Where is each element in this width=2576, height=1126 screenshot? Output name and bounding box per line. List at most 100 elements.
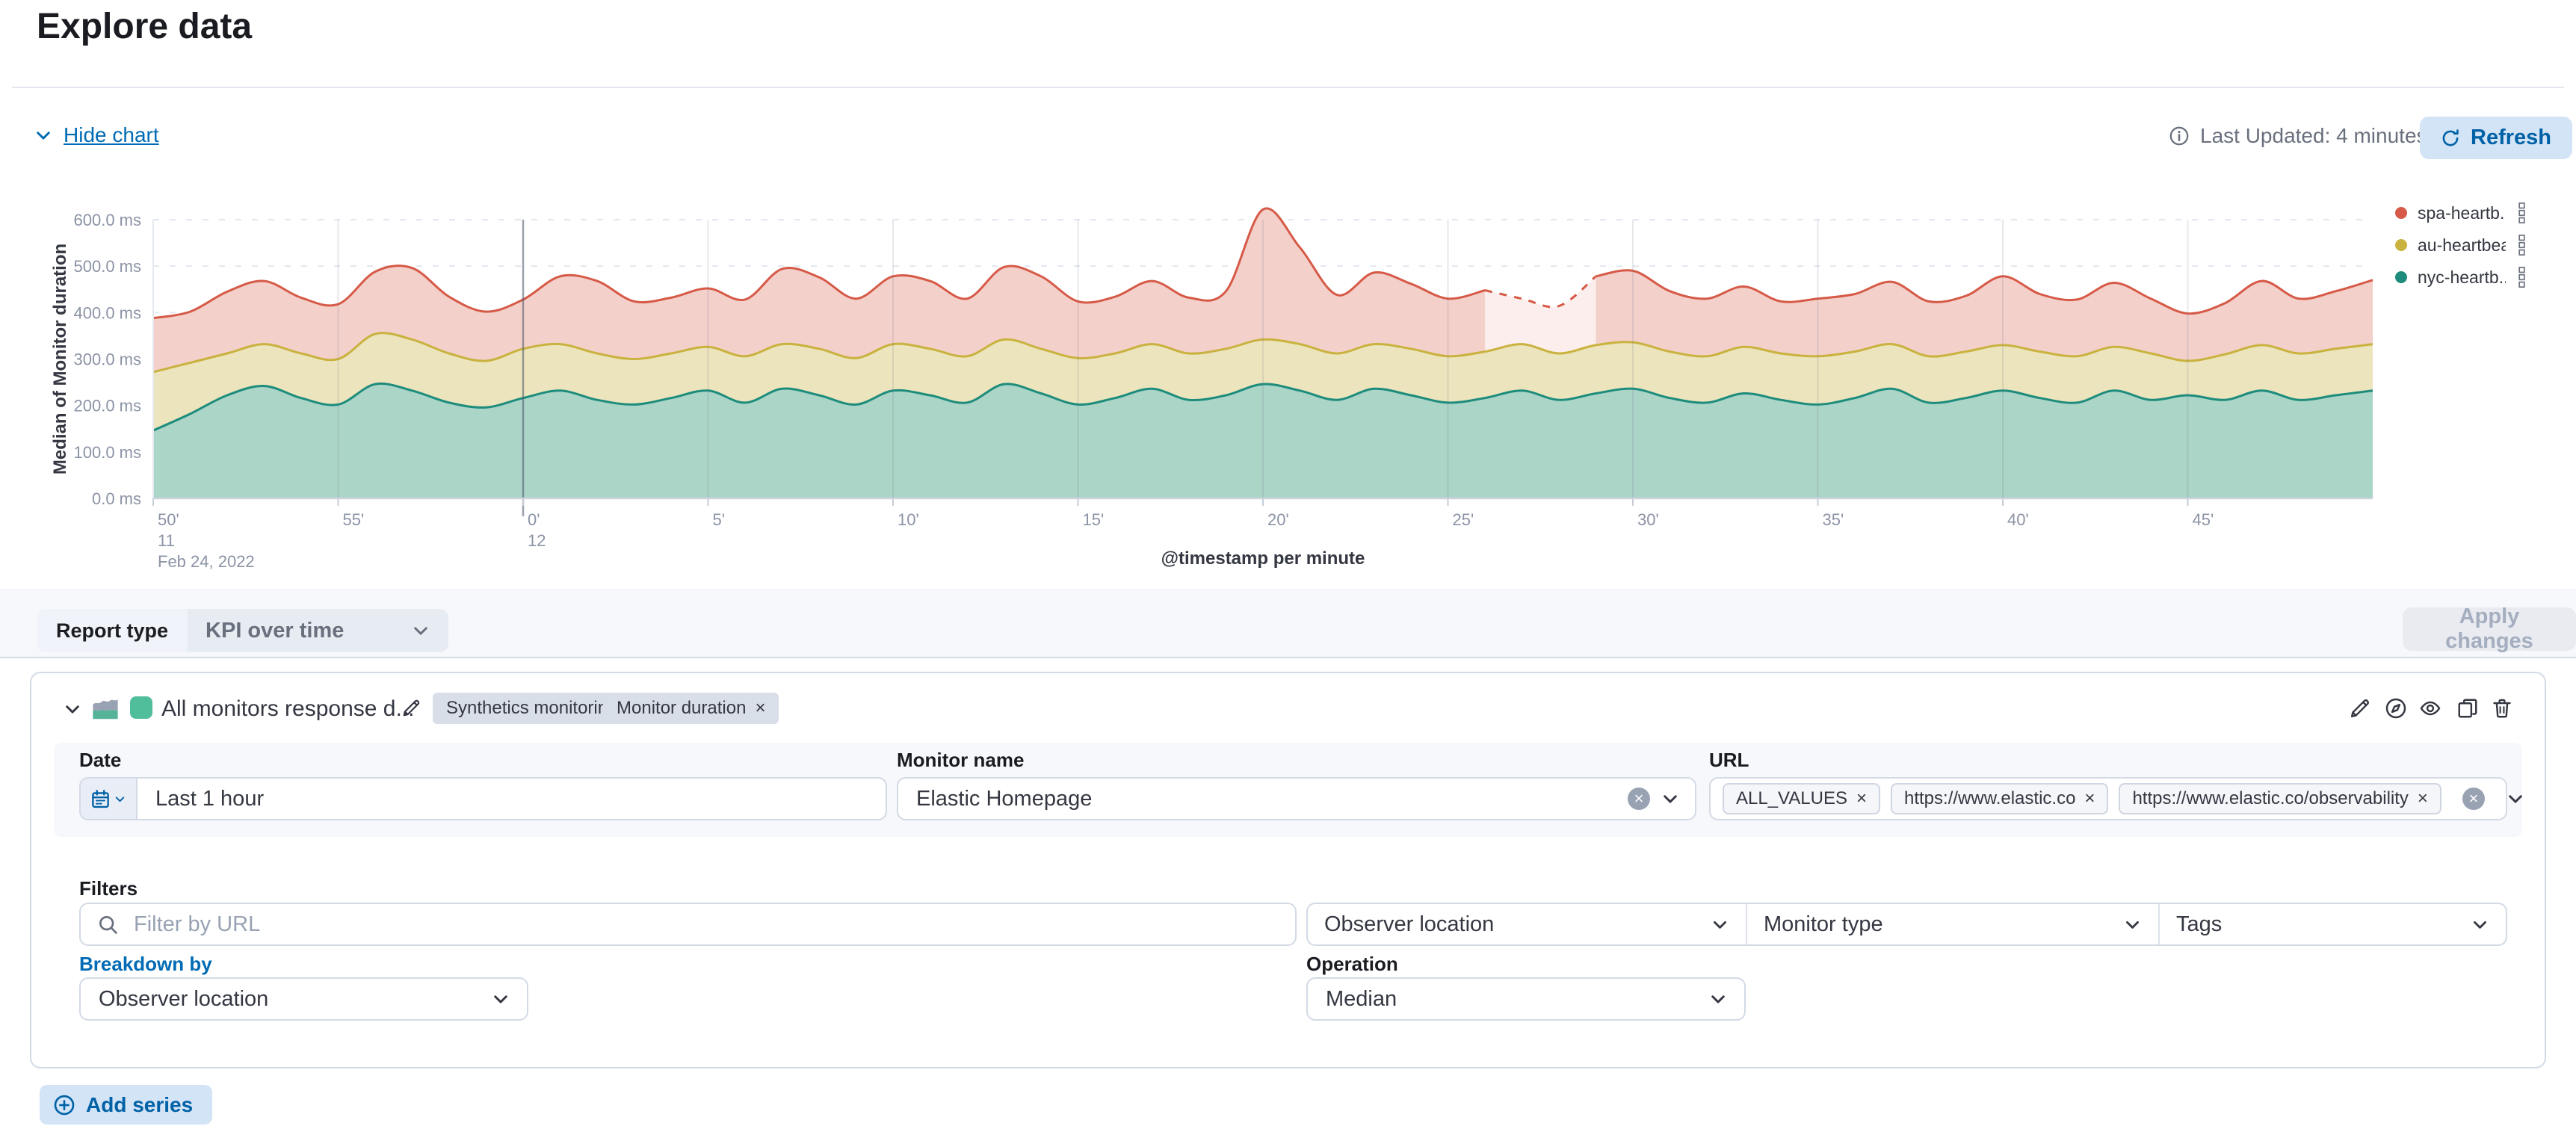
svg-text:100.0 ms: 100.0 ms [74, 443, 142, 462]
badge-label: Synthetics monitoring [446, 698, 618, 718]
svg-text:50': 50' [158, 510, 179, 529]
operation-select[interactable]: Median [1306, 977, 1746, 1021]
svg-text:11: 11 [158, 531, 175, 550]
svg-text:500.0 ms: 500.0 ms [74, 257, 142, 276]
report-type-select[interactable]: Report type KPI over time [37, 609, 449, 652]
chart-legend: spa-heartb... au-heartbeat nyc-heartb... [2395, 202, 2567, 288]
svg-text:10': 10' [898, 510, 919, 529]
refresh-label: Refresh [2471, 126, 2551, 149]
chevron-down-icon [2506, 789, 2525, 808]
pill-label: https://www.elastic.co/observability [2132, 788, 2409, 808]
url-label: URL [1709, 749, 1749, 771]
pill-label: ALL_VALUES [1736, 788, 1847, 808]
page-title: Explore data [37, 7, 253, 46]
data-type-badge: Synthetics monitoring [433, 693, 631, 724]
tags-filter[interactable]: Tags [2160, 904, 2506, 944]
clear-selection-icon[interactable]: × [2462, 788, 2485, 810]
remove-pill-icon[interactable]: × [2417, 788, 2428, 808]
chevron-down-icon [34, 126, 53, 145]
add-series-button[interactable]: Add series [40, 1085, 213, 1125]
filter-search-box[interactable] [79, 903, 1297, 946]
chevron-down-icon [114, 793, 126, 805]
svg-text:0': 0' [528, 510, 540, 529]
explore-series-icon[interactable] [2385, 697, 2407, 720]
report-type-label: Report type [37, 609, 188, 652]
dropdown-label: Tags [2176, 912, 2223, 936]
remove-pill-icon[interactable]: × [1856, 788, 1867, 808]
remove-pill-icon[interactable]: × [2084, 788, 2095, 808]
legend-item[interactable]: spa-heartb... [2395, 202, 2567, 224]
refresh-button[interactable]: Refresh [2420, 117, 2572, 159]
url-pill: https://www.elastic.co/observability × [2119, 783, 2441, 814]
breakdown-value: Observer location [99, 986, 269, 1011]
svg-text:@timestamp per minute: @timestamp per minute [1161, 548, 1365, 569]
date-value: Last 1 hour [155, 786, 265, 811]
dropdown-label: Observer location [1324, 912, 1495, 936]
legend-menu-icon[interactable] [2516, 234, 2527, 256]
hide-chart-link[interactable]: Hide chart [34, 123, 159, 147]
legend-label[interactable]: spa-heartb... [2418, 202, 2506, 223]
clear-selection-icon[interactable]: × [1628, 788, 1650, 810]
hide-series-icon[interactable] [2419, 697, 2441, 720]
filter-url-input[interactable] [132, 911, 1280, 938]
series-color-dot [2395, 271, 2407, 283]
group-divider [2158, 904, 2160, 944]
svg-text:200.0 ms: 200.0 ms [74, 397, 142, 415]
legend-item[interactable]: nyc-heartb... [2395, 266, 2567, 288]
kpi-over-time-chart[interactable]: 600.0 ms 500.0 ms 400.0 ms 300.0 ms 200.0 ms… [0, 185, 2576, 589]
svg-text:45': 45' [2193, 510, 2214, 529]
monitor-name-select[interactable]: Elastic Homepage × [897, 777, 1696, 820]
apply-changes-button[interactable]: Apply changes [2403, 604, 2576, 653]
dropdown-label: Monitor type [1764, 912, 1883, 936]
toolbar-divider [0, 657, 2576, 658]
duplicate-series-icon[interactable] [2456, 697, 2479, 720]
edit-name-icon[interactable] [401, 698, 421, 718]
observer-location-filter[interactable]: Observer location [1308, 904, 1746, 944]
legend-item[interactable]: au-heartbeat [2395, 234, 2567, 256]
legend-menu-icon[interactable] [2516, 266, 2527, 288]
delete-series-icon[interactable] [2491, 697, 2513, 720]
svg-text:15': 15' [1083, 510, 1105, 529]
url-combobox[interactable]: ALL_VALUES × https://www.elastic.co × ht… [1709, 777, 2522, 820]
chevron-down-icon [2123, 915, 2142, 934]
chevron-down-icon [1708, 989, 1728, 1009]
date-prepend[interactable] [81, 779, 138, 819]
hide-chart-label: Hide chart [64, 123, 159, 146]
chevron-down-icon [1661, 789, 1680, 808]
svg-text:5': 5' [713, 510, 725, 529]
group-divider [1746, 904, 1747, 944]
legend-label[interactable]: au-heartbeat [2418, 235, 2506, 255]
pill-label: https://www.elastic.co [1904, 788, 2076, 808]
metric-badge: Monitor duration × [603, 693, 779, 724]
monitor-name-label: Monitor name [897, 749, 1025, 771]
date-picker[interactable]: Last 1 hour [79, 777, 887, 820]
add-series-label: Add series [86, 1092, 194, 1116]
search-icon [97, 914, 119, 935]
series-color-dot [2395, 239, 2407, 251]
date-label: Date [79, 749, 122, 771]
edit-series-icon[interactable] [2349, 697, 2371, 720]
legend-menu-icon[interactable] [2516, 202, 2527, 224]
breakdown-by-label[interactable]: Breakdown by [79, 953, 212, 975]
series-name: All monitors response d... [161, 696, 415, 721]
svg-text:12: 12 [528, 531, 546, 550]
filters-label: Filters [79, 877, 138, 900]
chevron-down-icon [1711, 915, 1729, 934]
svg-text:400.0 ms: 400.0 ms [74, 303, 142, 322]
operation-value: Median [1326, 986, 1397, 1011]
url-pill: ALL_VALUES × [1723, 783, 1880, 814]
svg-text:55': 55' [343, 510, 365, 529]
chevron-down-icon [2471, 915, 2489, 934]
collapse-series-icon[interactable] [63, 699, 82, 719]
remove-badge-icon[interactable]: × [755, 698, 766, 718]
svg-text:35': 35' [1823, 510, 1844, 529]
series-color-swatch[interactable] [130, 696, 152, 719]
svg-text:40': 40' [2007, 510, 2029, 529]
url-pill: https://www.elastic.co × [1891, 783, 2109, 814]
breakdown-select[interactable]: Observer location [79, 977, 528, 1021]
monitor-type-filter[interactable]: Monitor type [1747, 904, 2158, 944]
series-color-dot [2395, 207, 2407, 219]
refresh-icon [2441, 129, 2460, 148]
legend-label[interactable]: nyc-heartb... [2418, 267, 2506, 287]
